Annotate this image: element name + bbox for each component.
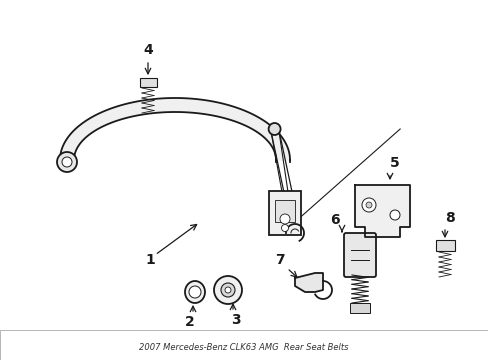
Circle shape (62, 157, 72, 167)
Text: 8: 8 (444, 211, 454, 225)
FancyBboxPatch shape (0, 330, 488, 360)
Text: 3: 3 (231, 313, 240, 327)
Ellipse shape (184, 281, 204, 303)
Circle shape (57, 152, 77, 172)
Circle shape (189, 286, 201, 298)
Polygon shape (60, 98, 289, 160)
Text: 7: 7 (275, 253, 284, 267)
Text: 1: 1 (145, 253, 155, 267)
Text: 2007 Mercedes-Benz CLK63 AMG  Rear Seat Belts: 2007 Mercedes-Benz CLK63 AMG Rear Seat B… (139, 343, 348, 352)
Circle shape (365, 202, 371, 208)
FancyBboxPatch shape (268, 191, 301, 235)
Circle shape (224, 287, 230, 293)
Circle shape (281, 225, 288, 231)
Circle shape (389, 210, 399, 220)
FancyBboxPatch shape (343, 233, 375, 277)
Polygon shape (354, 185, 409, 237)
Circle shape (214, 276, 242, 304)
FancyBboxPatch shape (435, 239, 453, 251)
Bar (349, 303, 369, 313)
Circle shape (280, 214, 289, 224)
Text: 5: 5 (389, 156, 399, 170)
Circle shape (361, 198, 375, 212)
Text: 2: 2 (185, 315, 195, 329)
Circle shape (268, 123, 280, 135)
Text: 6: 6 (329, 213, 339, 227)
Text: 4: 4 (143, 43, 153, 57)
Polygon shape (294, 273, 323, 292)
FancyBboxPatch shape (139, 77, 156, 86)
Circle shape (221, 283, 235, 297)
Bar (274, 200, 294, 222)
